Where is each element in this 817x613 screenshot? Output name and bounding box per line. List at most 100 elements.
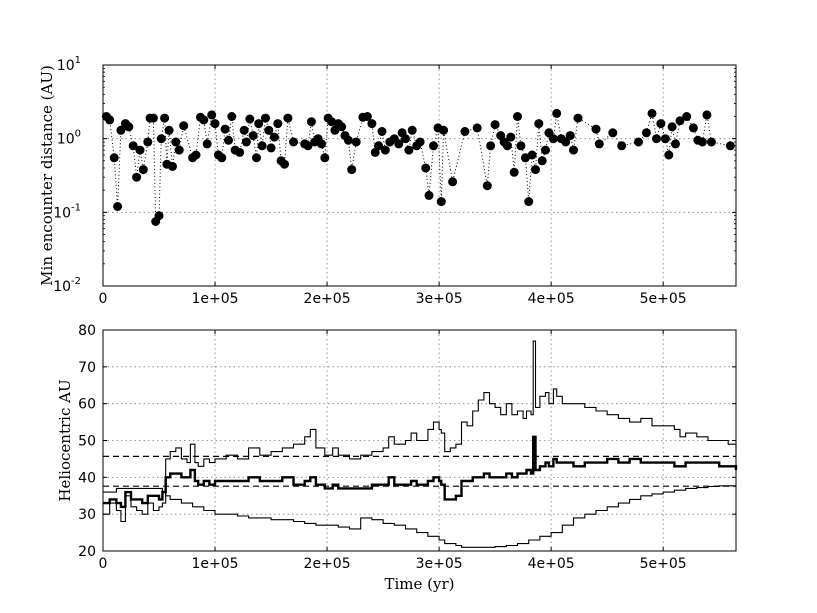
encounter-point (608, 128, 618, 138)
encounter-point (569, 145, 578, 155)
x-tick-label: 3e+05 (416, 291, 463, 307)
encounter-point (541, 145, 550, 155)
encounter-point (105, 115, 115, 125)
encounter-point (164, 125, 174, 135)
encounter-point (407, 125, 417, 135)
encounter-point (303, 141, 313, 151)
encounter-point (135, 145, 145, 155)
encounter-point (421, 163, 431, 173)
encounter-point (380, 145, 390, 155)
encounter-point (725, 141, 735, 151)
encounter-point (513, 112, 522, 121)
encounter-point (436, 197, 446, 207)
encounter-distance-frame (102, 64, 737, 287)
encounter-distance-ylabel: Min encounter distance (AU) (38, 65, 56, 286)
time-xlabel: Time (yr) (384, 575, 454, 593)
x-tick-label: 0 (99, 291, 108, 307)
y-tick-label: 60 (78, 397, 96, 413)
encounter-point (109, 153, 119, 163)
x-tick-label: 4e+05 (528, 291, 575, 307)
encounter-point (317, 139, 326, 149)
encounter-point (273, 119, 283, 129)
encounter-point (617, 141, 627, 151)
y-tick-label: 40 (78, 470, 96, 486)
encounter-point (174, 145, 184, 155)
x-tick-label: 3e+05 (416, 556, 463, 572)
encounter-point (460, 127, 470, 136)
encounter-point (254, 119, 264, 129)
encounter-point (207, 110, 217, 120)
encounter-point (171, 137, 181, 147)
encounter-point (179, 121, 189, 131)
encounter-point (439, 125, 449, 135)
encounter-point (154, 211, 164, 221)
x-tick-label: 2e+05 (304, 291, 351, 307)
encounter-point (128, 141, 138, 151)
encounter-distance-panel: 0 1e+05 2e+05 3e+05 4e+05 5e+05 10-2 10-1 100 101… (38, 55, 737, 307)
encounter-point (148, 113, 158, 123)
encounter-point (472, 123, 482, 133)
encounter-point (706, 137, 716, 147)
encounter-point (235, 147, 245, 157)
encounter-point (367, 119, 377, 129)
y-tick-label: 100 (57, 129, 81, 148)
encounter-point (404, 145, 414, 155)
encounter-point (337, 122, 347, 132)
encounter-point (343, 135, 353, 145)
encounter-point (502, 141, 512, 151)
x-tick-label: 1e+05 (191, 291, 238, 307)
encounter-point (537, 156, 547, 166)
x-tick-label: 4e+05 (528, 556, 575, 572)
encounter-point (641, 128, 651, 138)
encounter-point (394, 139, 404, 149)
encounter-point (531, 165, 540, 175)
series-aphelion-line (103, 340, 737, 523)
y-tick-label: 50 (78, 434, 96, 450)
encounter-distance-ticks: 0 1e+05 2e+05 3e+05 4e+05 5e+05 10-2 10-1 100 101 (53, 55, 736, 307)
encounter-point (113, 202, 123, 211)
encounter-point (656, 119, 666, 129)
encounter-point (591, 124, 601, 134)
encounter-point (351, 137, 361, 147)
encounter-point (424, 190, 434, 200)
encounter-point (220, 124, 230, 134)
encounter-point (415, 137, 425, 147)
encounter-point (202, 139, 212, 149)
encounter-point (168, 161, 177, 171)
encounter-point (269, 132, 279, 142)
heliocentric-data (103, 340, 738, 548)
encounter-point (289, 137, 298, 147)
encounter-point (266, 143, 276, 153)
x-tick-label: 5e+05 (640, 556, 687, 572)
encounter-point (320, 153, 330, 163)
encounter-point (667, 122, 677, 132)
y-tick-label: 80 (78, 323, 96, 339)
y-tick-label: 70 (78, 360, 96, 376)
encounter-point (448, 177, 458, 187)
encounter-point (374, 141, 384, 151)
encounter-point (245, 114, 255, 124)
encounter-point (227, 112, 237, 121)
encounter-point (160, 113, 170, 123)
encounter-point (634, 137, 643, 147)
encounter-point (248, 131, 258, 141)
encounter-point (516, 141, 526, 151)
encounter-point (156, 134, 166, 144)
x-tick-label: 0 (99, 556, 108, 572)
encounter-point (199, 115, 209, 125)
encounter-point (594, 139, 604, 149)
encounter-point (124, 122, 134, 132)
encounter-point (257, 141, 267, 151)
encounter-point (524, 197, 534, 207)
encounter-point (552, 108, 562, 118)
encounter-point (573, 113, 583, 123)
encounter-point (688, 123, 698, 133)
encounter-point (548, 134, 558, 144)
encounter-point (362, 112, 372, 121)
x-tick-label: 5e+05 (640, 291, 687, 307)
y-tick-label: 30 (78, 507, 96, 523)
encounter-point (682, 112, 692, 121)
encounter-point (565, 131, 575, 141)
encounter-point (261, 113, 270, 123)
encounter-point (509, 167, 519, 177)
